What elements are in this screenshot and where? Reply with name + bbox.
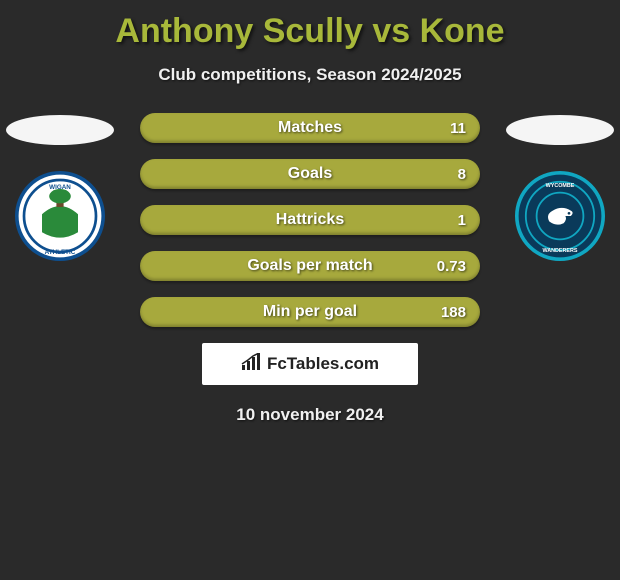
- svg-text:WYCOMBE: WYCOMBE: [546, 183, 575, 189]
- stat-value: 11: [450, 120, 466, 137]
- brand-text: FcTables.com: [267, 354, 379, 374]
- snapshot-date: 10 november 2024: [0, 405, 620, 425]
- stat-value: 8: [458, 166, 466, 183]
- stat-value: 188: [441, 304, 466, 321]
- club-badge-left: WIGAN ATHLETIC: [15, 171, 105, 261]
- club-badge-right: WYCOMBE WANDERERS: [515, 171, 605, 261]
- stat-label: Hattricks: [276, 211, 344, 229]
- svg-text:WIGAN: WIGAN: [49, 184, 71, 191]
- player-photo-right-placeholder: [506, 115, 614, 145]
- stat-label: Goals: [288, 165, 332, 183]
- svg-text:ATHLETIC: ATHLETIC: [45, 249, 76, 256]
- stat-row: Min per goal 188: [140, 297, 480, 327]
- stat-row: Hattricks 1: [140, 205, 480, 235]
- chart-icon: [241, 353, 263, 376]
- stat-value: 1: [458, 212, 466, 229]
- main-content: WIGAN ATHLETIC WYCOMBE WANDERERS Matches…: [0, 113, 620, 425]
- svg-text:WANDERERS: WANDERERS: [543, 248, 578, 254]
- brand-watermark: FcTables.com: [202, 343, 418, 385]
- stat-value: 0.73: [437, 258, 466, 275]
- stat-label: Matches: [278, 119, 342, 137]
- stat-label: Min per goal: [263, 303, 357, 321]
- stats-list: Matches 11 Goals 8 Hattricks 1 Goals per…: [140, 113, 480, 327]
- stat-row: Goals 8: [140, 159, 480, 189]
- comparison-title: Anthony Scully vs Kone: [0, 0, 620, 51]
- player-photo-left-placeholder: [6, 115, 114, 145]
- season-subtitle: Club competitions, Season 2024/2025: [0, 65, 620, 85]
- stat-row: Goals per match 0.73: [140, 251, 480, 281]
- stat-row: Matches 11: [140, 113, 480, 143]
- stat-label: Goals per match: [247, 257, 372, 275]
